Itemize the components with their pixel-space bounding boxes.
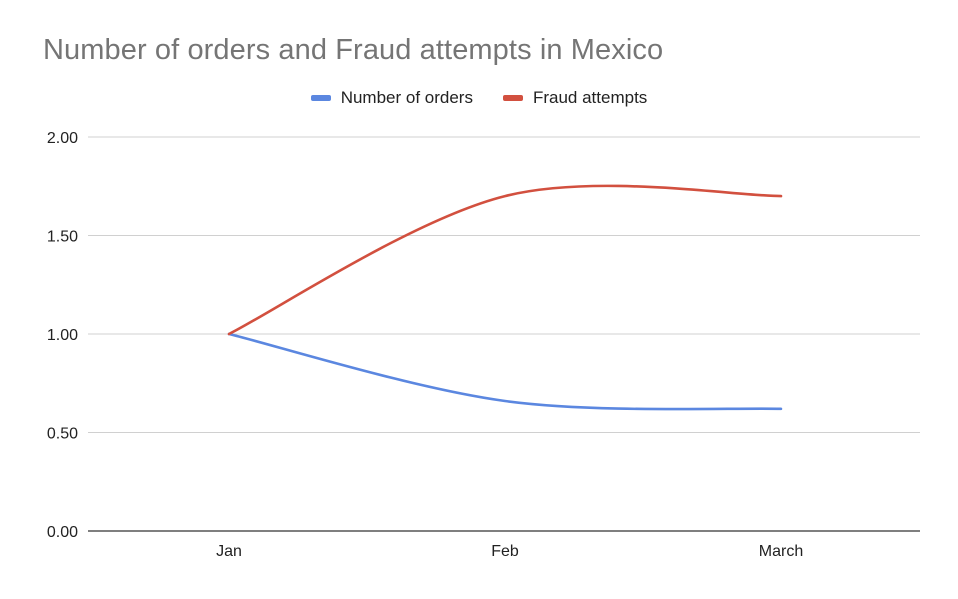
orders-point-march[interactable] <box>777 405 785 413</box>
legend-item-orders[interactable]: Number of orders <box>310 88 473 108</box>
legend-swatch-fraud <box>502 95 523 101</box>
x-tick-label: Jan <box>216 543 242 560</box>
legend: Number of orders Fraud attempts <box>0 88 958 108</box>
series-line-orders[interactable] <box>227 332 783 411</box>
legend-label-orders: Number of orders <box>340 88 473 107</box>
legend-item-fraud[interactable]: Fraud attempts <box>502 88 648 108</box>
y-tick-label: 2.00 <box>47 130 78 147</box>
fraud-point-march[interactable] <box>777 192 785 200</box>
x-tick-label: March <box>759 543 803 560</box>
y-tick-label: 1.00 <box>47 327 78 344</box>
y-tick-label: 0.50 <box>47 426 78 443</box>
chart-title: Number of orders and Fraud attempts in M… <box>43 34 664 66</box>
legend-label-fraud: Fraud attempts <box>532 88 648 107</box>
y-tick-label: 0.00 <box>47 524 78 541</box>
series-line-fraud[interactable] <box>227 184 783 336</box>
fraud-point-feb[interactable] <box>501 192 509 200</box>
x-tick-label: Feb <box>491 543 519 560</box>
y-tick-label: 1.50 <box>47 229 78 246</box>
orders-point-feb[interactable] <box>501 397 509 405</box>
legend-swatch-orders <box>310 95 331 101</box>
fraud-point-jan[interactable] <box>225 330 233 338</box>
